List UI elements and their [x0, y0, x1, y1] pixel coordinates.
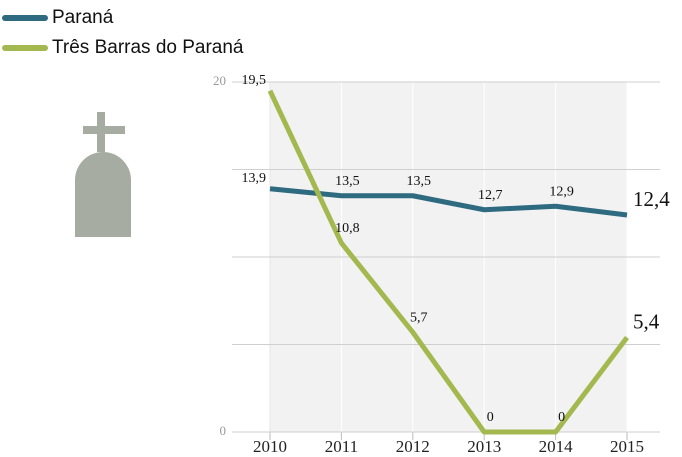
data-label: 12,7	[478, 188, 503, 203]
data-label: 12,4	[633, 187, 670, 211]
x-tick-label: 2010	[253, 437, 287, 456]
data-label: 13,9	[242, 171, 267, 186]
series-line	[269, 186, 628, 218]
x-tick-label: 2012	[396, 437, 430, 456]
y-tick-label: 20	[213, 73, 226, 88]
data-label: 19,5	[242, 73, 267, 88]
series-line	[267, 89, 629, 435]
tombstone-icon	[75, 112, 131, 237]
data-label: 12,9	[549, 184, 574, 199]
legend-label: Três Barras do Paraná	[52, 37, 244, 58]
y-tick-label: 0	[220, 423, 227, 438]
data-label: 0	[558, 410, 565, 425]
data-label: 13,5	[407, 174, 432, 189]
data-label: 10,8	[335, 221, 360, 236]
x-tick-label: 2014	[539, 437, 574, 456]
data-label: 5,7	[410, 310, 428, 325]
x-tick-label: 2013	[467, 437, 501, 456]
data-label: 0	[487, 410, 494, 425]
data-label: 13,5	[335, 174, 360, 189]
x-tick-label: 2015	[610, 437, 644, 456]
data-label: 5,4	[633, 309, 660, 333]
legend-label: Paraná	[52, 7, 114, 28]
x-tick-label: 2011	[325, 437, 358, 456]
